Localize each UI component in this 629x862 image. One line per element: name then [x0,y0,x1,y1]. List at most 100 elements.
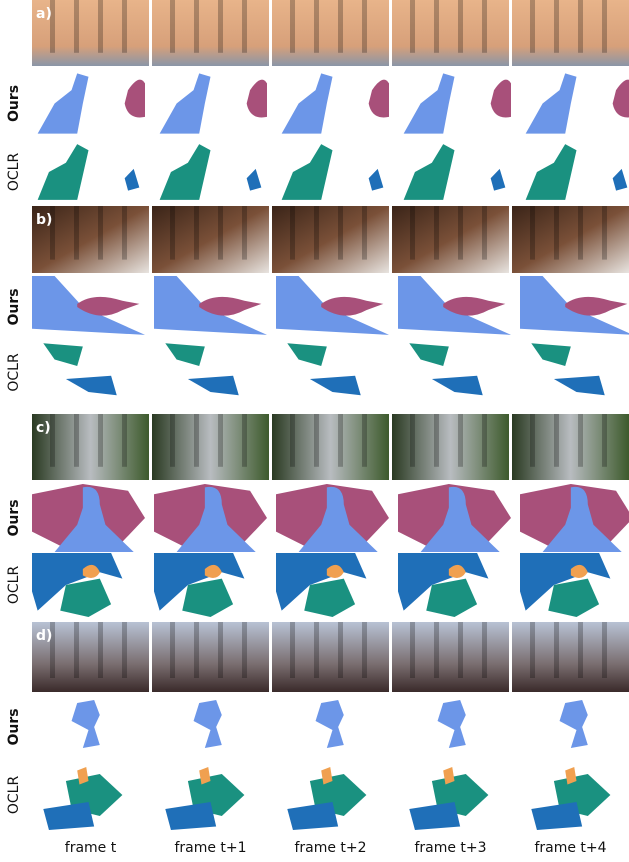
group-label: a) [36,6,52,22]
photo-detail [194,206,199,260]
frame-label: frame t+3 [414,840,486,856]
oclr-mask [160,144,211,200]
oclr-mask [165,343,205,366]
photo-detail [602,414,607,467]
photo-detail [362,206,367,260]
photo [272,0,389,66]
ours-mask [316,700,344,748]
photo-detail [338,206,343,260]
photo [272,622,389,692]
photo-detail [410,206,415,260]
oclr-mask [43,343,83,366]
oclr-mask [404,144,455,200]
photo-detail [338,414,343,467]
photo-detail [338,0,343,53]
photo-detail [122,0,127,53]
oclr-mask [613,169,628,191]
photo-detail [74,0,79,53]
photo-detail [218,206,223,260]
photo-detail [482,0,487,53]
photo-detail [242,622,247,678]
photo [152,0,269,66]
photo-detail [218,622,223,678]
frame-label: frame t+4 [534,840,606,856]
row-label: Ours [6,288,22,325]
photo [512,206,629,273]
photo-detail [170,0,175,53]
photo-detail [290,206,295,260]
photo-detail [362,0,367,53]
oclr-mask [182,579,233,617]
ours-mask [491,80,511,118]
oclr-mask [43,802,94,830]
photo-detail [554,206,559,260]
oclr-mask [531,343,571,366]
photo [512,622,629,692]
row-label: OCLR [6,153,22,192]
ours-mask [194,700,222,748]
ours-mask [72,700,100,748]
photo-detail [602,206,607,260]
oclr-mask [247,169,262,191]
oclr-mask [287,802,338,830]
photo-detail [530,414,535,467]
row-label: Ours [6,708,22,745]
photo [392,0,509,66]
photo-detail [194,414,199,467]
photo-detail [170,622,175,678]
photo-detail [410,622,415,678]
photo-detail [458,622,463,678]
photo-detail [530,0,535,53]
row-label: OCLR [6,566,22,605]
photo-detail [98,0,103,53]
ours-mask [613,80,629,118]
photo-detail [242,414,247,467]
ours-mask [282,73,333,133]
photo-detail [602,0,607,53]
photo-detail [458,0,463,53]
oclr-mask [491,169,506,191]
photo-detail [194,0,199,53]
oclr-mask [287,343,327,366]
oclr-mask [310,376,361,396]
photo [512,0,629,66]
photo [152,622,269,692]
photo-detail [434,0,439,53]
photo-detail [170,206,175,260]
ours-mask [247,80,267,118]
oclr-mask [282,144,333,200]
photo [272,206,389,273]
photo [392,414,509,480]
photo-detail [314,414,319,467]
photo-detail [578,206,583,260]
photo-detail [458,414,463,467]
ours-mask [404,73,455,133]
photo-detail [290,622,295,678]
ours-mask [526,73,577,133]
ours-mask [38,73,89,133]
oclr-mask [165,802,216,830]
frame-label: frame t+2 [294,840,366,856]
photo-detail [314,622,319,678]
oclr-mask [409,802,460,830]
photo [152,206,269,273]
photo-detail [434,622,439,678]
photo-detail [98,622,103,678]
photo [512,414,629,480]
ours-mask [438,700,466,748]
photo-detail [602,622,607,678]
oclr-mask [531,802,582,830]
group-label: c) [36,420,51,436]
photo-detail [122,206,127,260]
oclr-mask [66,376,117,396]
ours-mask [125,80,145,118]
frame-label: frame t+1 [174,840,246,856]
ours-mask [560,700,588,748]
photo-detail [530,622,535,678]
photo-detail [194,622,199,678]
photo-detail [578,414,583,467]
figure: a)OursOCLRb)OursOCLRc)OursOCLRd)OursOCLR… [0,0,629,862]
photo [392,206,509,273]
photo-detail [338,622,343,678]
oclr-mask [409,343,449,366]
